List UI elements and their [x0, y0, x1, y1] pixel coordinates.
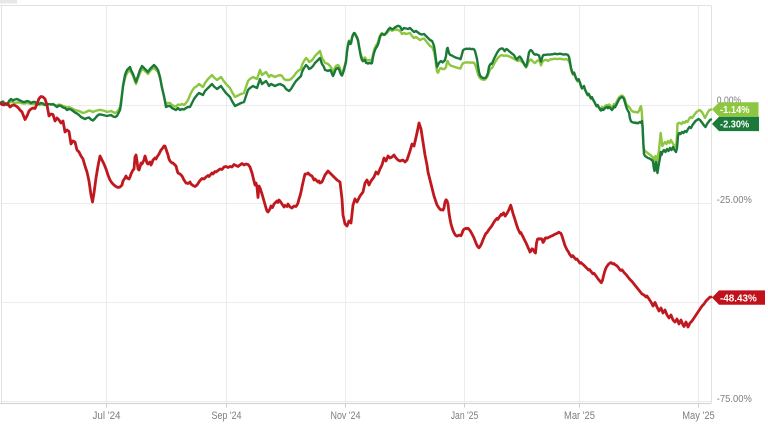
svg-text:Jan '25: Jan '25 [451, 410, 479, 422]
svg-text:-2.30%: -2.30% [720, 119, 750, 131]
svg-text:-48.43%: -48.43% [720, 292, 757, 304]
svg-text:Nov '24: Nov '24 [331, 410, 361, 422]
svg-text:Jul '24: Jul '24 [93, 410, 121, 422]
svg-text:Mar '25: Mar '25 [564, 410, 595, 422]
svg-text:Sep '24: Sep '24 [212, 410, 242, 422]
svg-text:-25.00%: -25.00% [717, 194, 752, 206]
svg-text:-1.14%: -1.14% [720, 104, 750, 116]
svg-text:-75.00%: -75.00% [717, 393, 752, 405]
svg-text:May '25: May '25 [682, 410, 715, 422]
